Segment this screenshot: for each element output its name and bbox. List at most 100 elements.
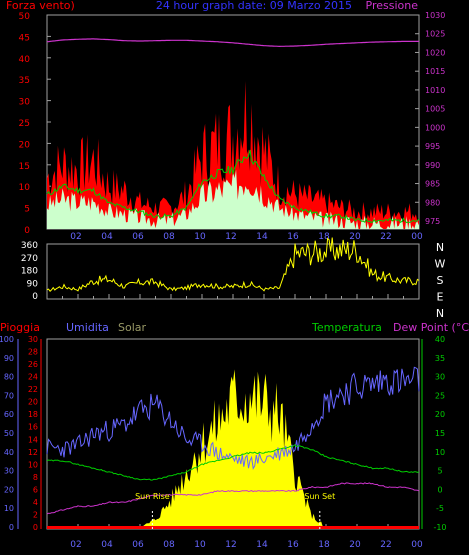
direction-tick-label: 180 [21, 267, 38, 277]
sun-rise-label: Sun Rise [135, 492, 170, 501]
x-tick-label: 04 [101, 232, 113, 242]
x-tick-label: 18 [318, 540, 330, 550]
x-tick-label: 20 [349, 232, 361, 242]
x-tick-label: 02 [70, 232, 81, 242]
humidity-tick-label: 30 [4, 467, 14, 476]
x-tick-label: 18 [318, 232, 330, 242]
pressure-tick-label: 1015 [425, 67, 445, 76]
pressure-tick-label: 1010 [425, 86, 445, 95]
humidity-tick-label: 60 [4, 410, 14, 419]
pressure-tick-label: 1030 [425, 11, 445, 20]
temperature-tick-label: 30 [435, 373, 445, 382]
x-tick-label: 10 [194, 232, 206, 242]
x-tick-label: 04 [101, 540, 113, 550]
rain-tick-label: 20 [28, 398, 38, 407]
temperature-tick-label: 15 [435, 429, 445, 438]
pressure-line [46, 38, 419, 48]
wind-tick-label: 45 [19, 33, 30, 43]
temperature-tick-label: 20 [435, 410, 445, 419]
humidity-tick-label: 100 [0, 335, 14, 344]
temperature-tick-label: -5 [436, 504, 444, 513]
rain-tick-label: 12 [28, 448, 38, 457]
graph-date-title: 24 hour graph date: 09 Marzo 2015 [156, 0, 352, 12]
x-tick-label: 16 [287, 540, 299, 550]
compass-label-n: N [436, 241, 444, 254]
humidity-tick-label: 70 [4, 391, 14, 400]
x-tick-label: 00 [411, 540, 423, 550]
humidity-line [46, 366, 420, 471]
x-tick-label: 20 [349, 540, 361, 550]
wind-tick-label: 10 [19, 183, 31, 193]
temperature-tick-label: 10 [435, 448, 445, 457]
dewpoint-label: Dew Point (°C) [393, 321, 469, 334]
rain-tick-label: 28 [28, 348, 38, 357]
solar-area [47, 369, 419, 529]
wind-axis-title: Forza vento) [6, 0, 75, 12]
x-tick-label: 12 [225, 540, 236, 550]
rain-tick-label: 30 [28, 335, 38, 344]
wind-avg-line [46, 149, 420, 224]
wind-direction-line [46, 237, 420, 292]
humidity-tick-label: 40 [4, 448, 14, 457]
pressure-tick-label: 995 [425, 142, 440, 151]
pressure-tick-label: 980 [425, 198, 440, 207]
temperature-tick-label: 0 [437, 485, 442, 494]
x-tick-label: 16 [287, 232, 299, 242]
pressure-tick-label: 990 [425, 161, 440, 170]
humidity-tick-label: 50 [4, 429, 14, 438]
rain-bar [47, 526, 419, 529]
temperature-tick-label: 35 [435, 354, 445, 363]
x-tick-label: 06 [132, 540, 144, 550]
pressure-tick-label: 975 [425, 217, 440, 226]
compass-label-w: W [435, 258, 446, 271]
rain-tick-label: 10 [28, 460, 38, 469]
solar-label: Solar [118, 321, 147, 334]
pressure-tick-label: 1005 [425, 105, 445, 114]
rain-tick-label: 22 [28, 385, 38, 394]
rain-tick-label: 18 [28, 410, 38, 419]
wind-tick-label: 30 [19, 98, 31, 108]
temperature-label: Temperatura [311, 321, 382, 334]
sun-set-label: Sun Set [304, 492, 335, 501]
humidity-tick-label: 80 [4, 373, 14, 382]
direction-tick-label: 90 [27, 279, 39, 289]
temperature-line [46, 444, 420, 481]
temperature-tick-label: 40 [435, 335, 445, 344]
wind-tick-label: 15 [19, 162, 30, 172]
direction-tick-label: 0 [32, 292, 38, 302]
humidity-tick-label: 90 [4, 354, 14, 363]
direction-tick-label: 270 [21, 254, 38, 264]
temperature-tick-label: 25 [435, 391, 445, 400]
compass-label-s: S [437, 274, 444, 287]
rain-tick-label: 2 [33, 510, 38, 519]
x-tick-label: 08 [163, 232, 175, 242]
x-tick-label: 22 [380, 540, 391, 550]
rain-tick-label: 16 [28, 423, 38, 432]
pressure-tick-label: 1020 [425, 48, 445, 57]
humidity-label: Umidita [66, 321, 109, 334]
humidity-tick-label: 10 [4, 504, 14, 513]
x-tick-label: 00 [411, 232, 423, 242]
x-tick-label: 22 [380, 232, 391, 242]
humidity-tick-label: 20 [4, 485, 14, 494]
rain-tick-label: 6 [33, 485, 38, 494]
panel-frame-2 [46, 243, 420, 300]
rain-label: Pioggia [0, 321, 40, 334]
wind-tick-label: 0 [24, 226, 30, 236]
pressure-tick-label: 1025 [425, 30, 445, 39]
rain-tick-label: 14 [28, 435, 38, 444]
x-tick-label: 14 [256, 232, 268, 242]
direction-tick-label: 360 [21, 241, 38, 251]
wind-tick-label: 50 [19, 12, 31, 22]
wind-tick-label: 25 [19, 119, 30, 129]
x-tick-label: 06 [132, 232, 144, 242]
x-tick-label: 14 [256, 540, 268, 550]
rain-tick-label: 24 [28, 373, 38, 382]
wind-gust-area [47, 81, 419, 229]
dewpoint-line [46, 482, 420, 515]
rain-tick-label: 0 [33, 523, 38, 532]
x-tick-label: 12 [225, 232, 236, 242]
temperature-tick-label: 5 [437, 467, 442, 476]
x-tick-label: 08 [163, 540, 175, 550]
